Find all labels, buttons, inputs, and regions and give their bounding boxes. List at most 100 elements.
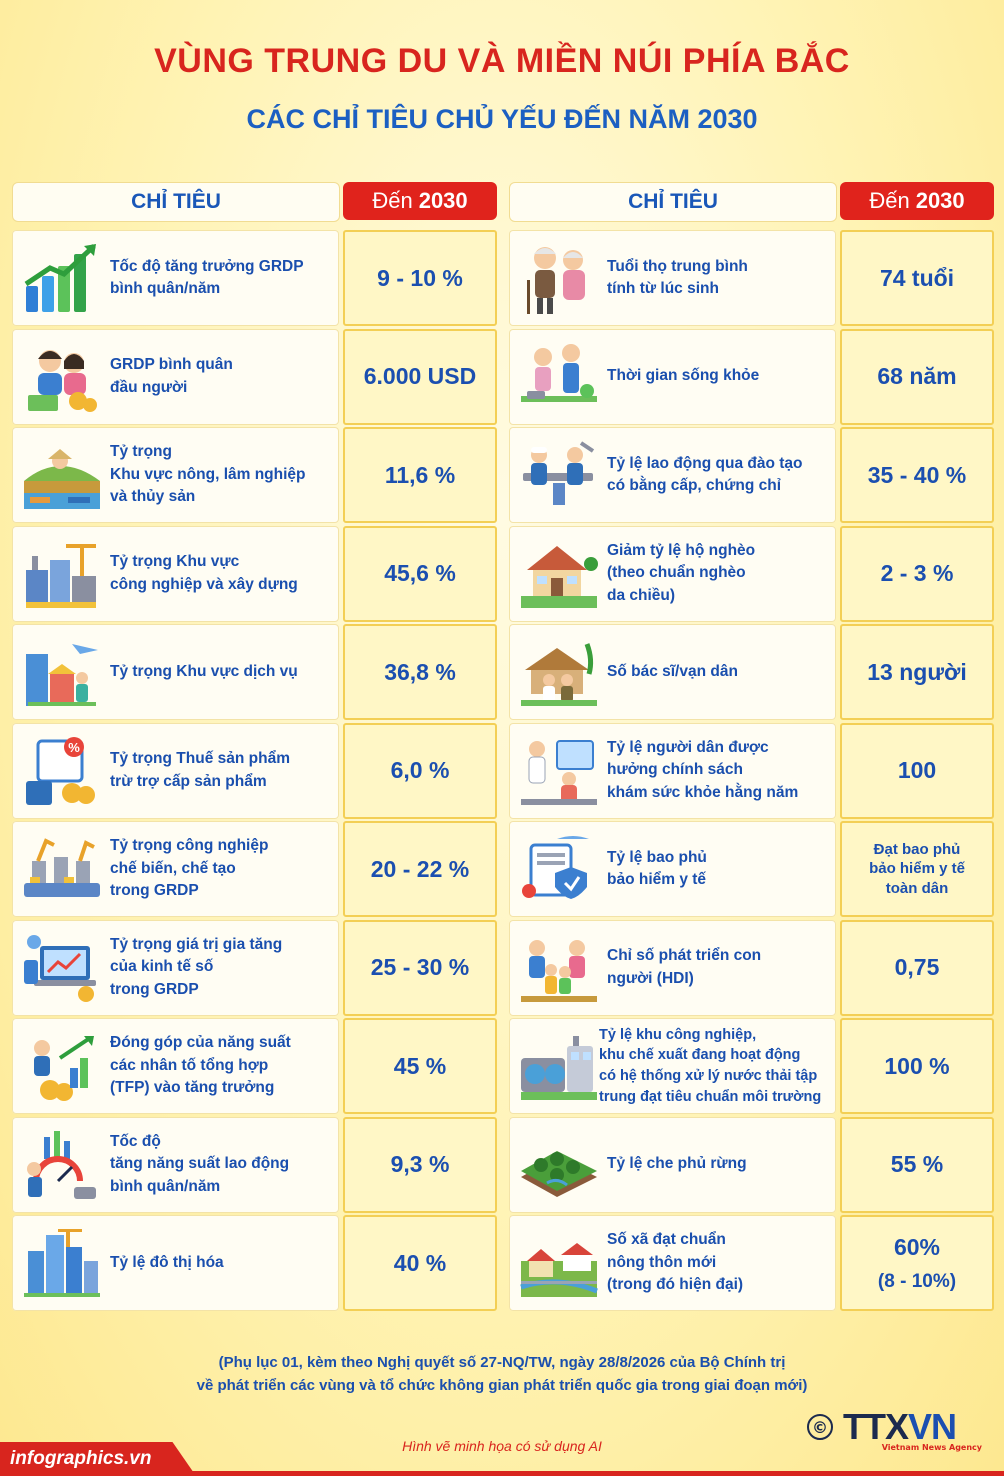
services-icon xyxy=(20,634,104,710)
target-value: Đạt bao phủ bảo hiểm y tế toàn dân xyxy=(840,821,994,917)
target-value: 100 xyxy=(840,722,994,819)
indicator-label: Tốc độ tăng trưởng GRDP bình quân/năm xyxy=(110,257,304,297)
target-year: 2030 xyxy=(418,188,468,213)
ttxvn-logo: © TTXVN Vietnam News Agency xyxy=(807,1406,982,1452)
water-treatment-icon xyxy=(517,1028,601,1104)
indicator-label: Tỷ trọng Khu vực nông, lâm nghiệp và thủ… xyxy=(110,443,306,506)
economic-indicator-row: % Tỷ trọng Thuế sản phẩm trừ trợ cấp sản … xyxy=(12,722,497,819)
indicator-cell: Số xã đạt chuẩn nông thôn mới (trong đó … xyxy=(509,1215,836,1311)
manufacturing-icon xyxy=(20,831,104,907)
social-indicator-row: Tỷ lệ khu công nghiệp, khu chế xuất đang… xyxy=(509,1018,994,1114)
indicator-label: Tuổi thọ trung bình tính từ lúc sinh xyxy=(607,257,748,297)
target-value: 100 % xyxy=(840,1018,994,1114)
indicator-cell: Tỷ lệ người dân được hưởng chính sách kh… xyxy=(509,722,836,819)
industry-icon xyxy=(20,536,104,612)
indicator-cell: Tỷ trọng Khu vực dịch vụ xyxy=(12,624,339,720)
logo-agency-name: Vietnam News Agency xyxy=(881,1443,982,1452)
indicator-cell: Tỷ lệ lao động qua đào tạo có bằng cấp, … xyxy=(509,427,836,523)
indicator-cell: Giảm tỷ lệ hộ nghèo (theo chuẩn nghèo da… xyxy=(509,525,836,622)
indicator-cell: Tỷ trọng giá trị gia tăng của kinh tế số… xyxy=(12,919,339,1016)
bottom-rule xyxy=(0,1471,1004,1476)
social-indicator-row: Thời gian sống khỏe 68 năm xyxy=(509,328,994,425)
indicator-label: Chỉ số phát triển con người (HDI) xyxy=(607,947,762,987)
indicator-cell: Tỷ lệ bao phủ bảo hiểm y tế xyxy=(509,821,836,917)
indicator-label: Tỷ lệ người dân được hưởng chính sách kh… xyxy=(607,738,799,801)
growth-chart-icon xyxy=(20,240,104,316)
social-indicator-row: Tỷ lệ người dân được hưởng chính sách kh… xyxy=(509,722,994,819)
healthy-life-icon xyxy=(517,339,601,415)
economic-indicator-row: GRDP bình quân đầu người 6.000 USD xyxy=(12,328,497,425)
brand-link[interactable]: infographics.vn xyxy=(0,1442,196,1476)
social-indicator-row: Chỉ số phát triển con người (HDI) 0,75 xyxy=(509,919,994,1016)
target-value: 2 - 3 % xyxy=(840,525,994,622)
doctor-village-icon xyxy=(517,634,601,710)
social-indicator-row: Giảm tỷ lệ hộ nghèo (theo chuẩn nghèo da… xyxy=(509,525,994,622)
forest-icon xyxy=(517,1127,601,1203)
indicator-cell: Tốc độ tăng trưởng GRDP bình quân/năm xyxy=(12,230,339,326)
indicator-label: GRDP bình quân đầu người xyxy=(110,356,233,396)
target-prefix: Đến xyxy=(869,188,910,213)
indicator-label: Tỷ trọng Thuế sản phẩm trừ trợ cấp sản p… xyxy=(110,750,290,790)
indicator-label: Tỷ lệ bao phủ bảo hiểm y tế xyxy=(607,848,707,888)
health-check-icon xyxy=(517,733,601,809)
indicator-cell: Tỷ trọng Khu vực nông, lâm nghiệp và thủ… xyxy=(12,427,339,523)
indicator-cell: Số bác sĩ/vạn dân xyxy=(509,624,836,720)
indicator-label: Tỷ lệ che phủ rừng xyxy=(607,1155,747,1173)
economic-indicator-row: Tốc độ tăng trưởng GRDP bình quân/năm 9 -… xyxy=(12,230,497,326)
indicator-cell: Tỷ lệ khu công nghiệp, khu chế xuất đang… xyxy=(509,1018,836,1114)
indicator-label: Tỷ trọng công nghiệp chế biến, chế tạo t… xyxy=(110,837,269,900)
target-value: 6.000 USD xyxy=(343,328,497,425)
logo-wordmark: TTXVN xyxy=(843,1406,957,1447)
left-rows: Tốc độ tăng trưởng GRDP bình quân/năm 9 -… xyxy=(12,230,497,1314)
indicator-label: Tỷ lệ lao động qua đào tạo có bằng cấp, … xyxy=(607,454,803,494)
indicator-cell: Đóng góp của năng suất các nhân tố tổng … xyxy=(12,1018,339,1114)
indicator-label: Giảm tỷ lệ hộ nghèo (theo chuẩn nghèo da… xyxy=(607,541,756,604)
target-value: 20 - 22 % xyxy=(343,821,497,917)
target-value: 9 - 10 % xyxy=(343,230,497,326)
indicator-cell: Tỷ lệ đô thị hóa xyxy=(12,1215,339,1311)
indicator-label: Số bác sĩ/vạn dân xyxy=(607,662,738,680)
agriculture-icon xyxy=(20,437,104,513)
social-indicator-row: Số bác sĩ/vạn dân 13 người xyxy=(509,624,994,720)
target-value: 35 - 40 % xyxy=(840,427,994,523)
economic-indicator-row: Tỷ trọng công nghiệp chế biến, chế tạo t… xyxy=(12,821,497,917)
target-value: 11,6 % xyxy=(343,427,497,523)
social-indicator-row: Số xã đạt chuẩn nông thôn mới (trong đó … xyxy=(509,1215,994,1311)
productivity-icon xyxy=(20,1127,104,1203)
page-title: VÙNG TRUNG DU VÀ MIỀN NÚI PHÍA BẮC xyxy=(154,42,850,80)
indicator-header: CHỈ TIÊU xyxy=(12,182,340,222)
copyright-icon: © xyxy=(807,1414,833,1440)
target-value: 36,8 % xyxy=(343,624,497,720)
indicator-label: Tỷ trọng Khu vực công nghiệp và xây dựng xyxy=(110,553,298,593)
insurance-icon xyxy=(517,831,601,907)
social-indicator-row: Tỷ lệ che phủ rừng 55 % xyxy=(509,1116,994,1213)
target-prefix: Đến xyxy=(372,188,413,213)
target-value: 6,0 % xyxy=(343,722,497,819)
economic-indicator-row: Tỷ trọng giá trị gia tăng của kinh tế số… xyxy=(12,919,497,1016)
urban-icon xyxy=(20,1225,104,1301)
target-value: 0,75 xyxy=(840,919,994,1016)
social-indicator-row: Tuổi thọ trung bình tính từ lúc sinh 74 t… xyxy=(509,230,994,326)
target-value: 55 % xyxy=(840,1116,994,1213)
elderly-couple-icon xyxy=(517,240,601,316)
target-value: 13 người xyxy=(840,624,994,720)
economic-indicator-row: Tỷ lệ đô thị hóa 40 % xyxy=(12,1215,497,1311)
indicator-cell: Tỷ lệ che phủ rừng xyxy=(509,1116,836,1213)
target-year: 2030 xyxy=(915,188,965,213)
indicator-cell: Tốc độ tăng năng suất lao động bình quân… xyxy=(12,1116,339,1213)
target-year-header: Đến 2030 xyxy=(343,182,497,220)
target-value-sub: (8 - 10%) xyxy=(877,1270,957,1292)
tax-icon: % xyxy=(20,733,104,809)
ai-illustration-note: Hình vẽ minh họa có sử dụng AI xyxy=(402,1438,602,1454)
source-footnote: (Phụ lục 01, kèm theo Nghị quyết số 27-N… xyxy=(196,1354,808,1394)
economic-indicator-row: Tốc độ tăng năng suất lao động bình quân… xyxy=(12,1116,497,1213)
tfp-icon xyxy=(20,1028,104,1104)
indicator-cell: Thời gian sống khỏe xyxy=(509,328,836,425)
right-rows: Tuổi thọ trung bình tính từ lúc sinh 74 t… xyxy=(509,230,994,1314)
indicator-header: CHỈ TIÊU xyxy=(509,182,837,222)
page-subtitle: CÁC CHỈ TIÊU CHỦ YẾU ĐẾN NĂM 2030 xyxy=(246,104,758,134)
target-value: 74 tuổi xyxy=(840,230,994,326)
indicator-label: Đóng góp của năng suất các nhân tố tổng … xyxy=(110,1034,291,1097)
economic-indicator-row: Tỷ trọng Khu vực công nghiệp và xây dựng… xyxy=(12,525,497,622)
indicator-cell: Tỷ trọng Khu vực công nghiệp và xây dựng xyxy=(12,525,339,622)
